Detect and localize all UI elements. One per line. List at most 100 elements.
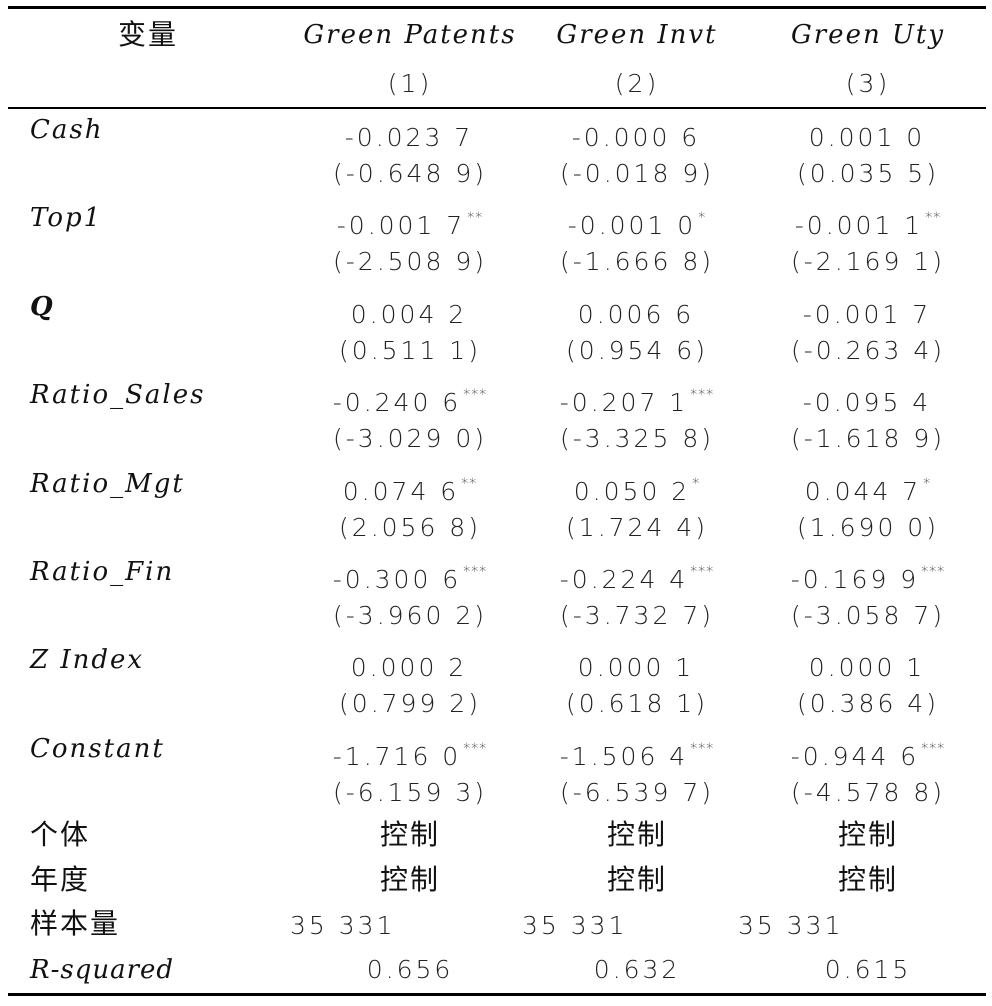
coefficient-cell: -0.169 9 *** (791, 559, 945, 593)
coefficient-cell: 0.000 1 (809, 647, 927, 681)
column-header-2: Green Invt (556, 20, 718, 50)
significance-stars: *** (921, 564, 946, 580)
coefficient-value: -0.023 7 (344, 123, 474, 152)
t-statistic: (0.799 2) (339, 689, 481, 718)
variable-label: Ratio_Fin (30, 557, 175, 587)
coefficient-value: 0.044 7 (804, 477, 922, 506)
coefficient-value: -0.169 9 (790, 565, 920, 594)
coefficient-cell: -0.224 4 *** (560, 559, 714, 593)
variable-label: Top1 (30, 203, 103, 233)
variable-label: Constant (30, 734, 165, 764)
variable-label: Z Index (30, 645, 145, 675)
coefficient-value: 0.000 1 (808, 653, 926, 682)
t-statistic: (-0.648 9) (333, 159, 487, 188)
coefficient-cell: -0.300 6 *** (333, 559, 487, 593)
sample-size-value: 35 331 (522, 911, 628, 940)
coefficient-cell: -0.001 7 ** (337, 205, 483, 239)
control-value: 控制 (837, 818, 899, 851)
column-number-2: (2) (614, 69, 660, 98)
control-label-individual: 个体 (30, 818, 91, 851)
control-value: 控制 (606, 863, 668, 896)
sample-size-value: 35 331 (738, 911, 844, 940)
coefficient-cell: 0.001 0 (809, 117, 927, 151)
t-statistic: (0.511 1) (339, 336, 481, 365)
coefficient-cell: 0.044 7 * (805, 471, 931, 505)
t-statistic: (1.690 0) (797, 513, 939, 542)
column-number-3: (3) (845, 69, 891, 98)
coefficient-value: 0.000 1 (577, 653, 695, 682)
t-statistic: (-3.732 7) (560, 601, 714, 630)
t-statistic: (-1.666 8) (560, 247, 714, 276)
coefficient-value: -0.001 0 (567, 211, 697, 240)
bottom-rule (8, 993, 986, 996)
coefficient-value: -0.001 7 (336, 211, 466, 240)
coefficient-value: 0.000 2 (350, 653, 468, 682)
significance-stars: * (692, 476, 701, 492)
t-statistic: (-3.058 7) (791, 601, 945, 630)
significance-stars: *** (463, 387, 488, 403)
coefficient-cell: 0.074 6 ** (343, 471, 477, 505)
t-statistic: (-1.618 9) (791, 424, 945, 453)
significance-stars: *** (690, 741, 715, 757)
significance-stars: ** (467, 210, 484, 226)
t-statistic: (2.056 8) (339, 513, 481, 542)
coefficient-cell: -0.944 6 *** (791, 736, 945, 770)
control-value: 控制 (379, 863, 441, 896)
r-squared-value: 0.632 (593, 955, 681, 984)
coefficient-cell: -0.095 4 (803, 382, 933, 416)
t-statistic: (-2.169 1) (791, 247, 945, 276)
significance-stars: * (923, 476, 932, 492)
coefficient-value: -0.207 1 (559, 388, 689, 417)
t-statistic: (-3.960 2) (333, 601, 487, 630)
sample-size-label: 样本量 (30, 907, 121, 940)
coefficient-cell: -1.716 0 *** (333, 736, 487, 770)
significance-stars: *** (690, 564, 715, 580)
variable-label: Ratio_Sales (30, 380, 206, 410)
significance-stars: *** (690, 387, 715, 403)
coefficient-cell: -0.207 1 *** (560, 382, 714, 416)
control-value: 控制 (606, 818, 668, 851)
t-statistic: (-3.325 8) (560, 424, 714, 453)
t-statistic: (-4.578 8) (791, 778, 945, 807)
coefficient-value: -1.506 4 (559, 742, 689, 771)
significance-stars: *** (463, 741, 488, 757)
coefficient-cell: -0.001 0 * (568, 205, 706, 239)
coefficient-cell: -0.000 6 (572, 117, 702, 151)
coefficient-value: -0.240 6 (332, 388, 462, 417)
coefficient-value: -1.716 0 (332, 742, 462, 771)
coefficient-value: -0.224 4 (559, 565, 689, 594)
column-number-1: (1) (387, 69, 433, 98)
t-statistic: (-2.508 9) (333, 247, 487, 276)
control-value: 控制 (379, 818, 441, 851)
coefficient-cell: -1.506 4 *** (560, 736, 714, 770)
sample-size-value: 35 331 (290, 911, 396, 940)
variable-label: Cash (30, 115, 104, 145)
coefficient-value: -0.001 7 (802, 300, 932, 329)
coefficient-cell: -0.001 7 (803, 294, 933, 328)
coefficient-value: 0.006 6 (577, 300, 695, 329)
t-statistic: (-0.018 9) (560, 159, 714, 188)
header-rule (8, 107, 986, 109)
column-header-1: Green Patents (303, 20, 517, 50)
top-rule (8, 6, 986, 9)
t-statistic: (0.954 6) (566, 336, 708, 365)
coefficient-cell: 0.006 6 (578, 294, 696, 328)
control-value: 控制 (837, 863, 899, 896)
r-squared-value: 0.656 (366, 955, 454, 984)
t-statistic: (1.724 4) (566, 513, 708, 542)
t-statistic: (-6.159 3) (333, 778, 487, 807)
r-squared-label: R-squared (30, 955, 175, 985)
significance-stars: *** (463, 564, 488, 580)
r-squared-value: 0.615 (824, 955, 912, 984)
variable-label: Q (30, 292, 55, 322)
coefficient-value: 0.050 2 (573, 477, 691, 506)
coefficient-cell: 0.000 1 (578, 647, 696, 681)
coefficient-cell: 0.004 2 (351, 294, 469, 328)
coefficient-cell: -0.240 6 *** (333, 382, 487, 416)
coefficient-cell: -0.023 7 (345, 117, 475, 151)
coefficient-value: -0.944 6 (790, 742, 920, 771)
t-statistic: (-0.263 4) (791, 336, 945, 365)
t-statistic: (0.386 4) (797, 689, 939, 718)
variable-header: 变量 (118, 18, 179, 51)
t-statistic: (-6.539 7) (560, 778, 714, 807)
